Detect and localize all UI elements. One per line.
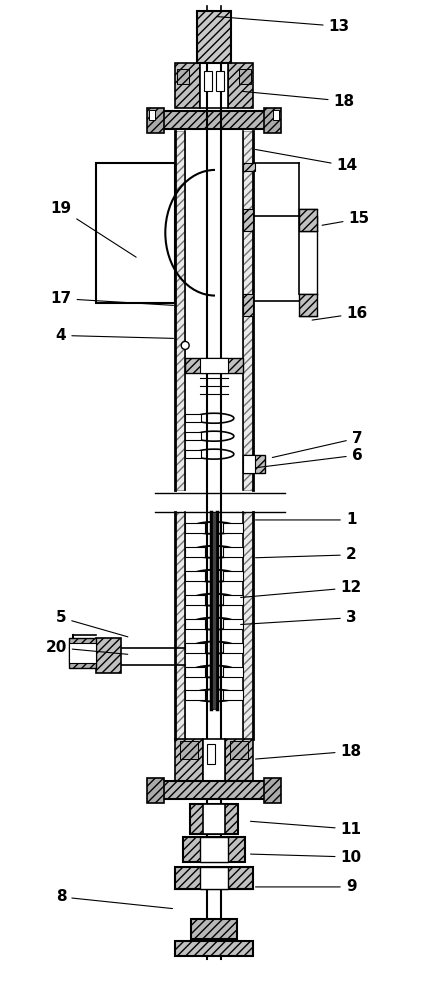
Text: 20: 20 — [45, 640, 128, 655]
Bar — [185, 450, 201, 458]
Text: 6: 6 — [256, 448, 363, 468]
Bar — [223, 690, 243, 700]
Bar — [223, 523, 243, 533]
Bar — [264, 108, 281, 133]
Bar — [243, 294, 253, 316]
Bar — [180, 741, 198, 759]
Text: 2: 2 — [256, 547, 357, 562]
Text: 1: 1 — [256, 512, 357, 527]
Bar — [175, 867, 253, 889]
Bar — [223, 619, 243, 629]
Bar — [149, 110, 155, 120]
Bar — [243, 163, 255, 171]
Bar — [228, 63, 253, 108]
Text: 4: 4 — [56, 328, 173, 343]
Bar — [223, 643, 243, 653]
Bar — [243, 209, 253, 231]
Bar — [216, 71, 224, 91]
Text: 12: 12 — [241, 580, 362, 597]
Bar — [96, 163, 175, 303]
Bar — [243, 455, 265, 473]
Bar — [185, 432, 201, 440]
Bar — [223, 595, 243, 605]
Text: 14: 14 — [256, 149, 358, 173]
Bar — [185, 414, 201, 422]
Bar — [223, 571, 243, 581]
Text: 17: 17 — [51, 291, 173, 306]
Bar — [163, 111, 265, 129]
Bar — [185, 619, 205, 629]
Bar — [273, 110, 279, 120]
Bar — [243, 512, 253, 739]
Bar — [185, 667, 205, 677]
Bar — [212, 512, 216, 709]
Circle shape — [181, 341, 189, 349]
Text: 3: 3 — [241, 610, 357, 625]
Bar — [225, 739, 253, 781]
Bar — [175, 739, 203, 781]
Bar — [223, 667, 243, 677]
Bar — [191, 919, 237, 939]
Bar — [300, 209, 317, 231]
Bar — [96, 638, 121, 673]
Bar — [239, 69, 251, 84]
Text: 13: 13 — [217, 17, 350, 34]
Text: 15: 15 — [322, 211, 370, 226]
Bar — [185, 358, 243, 373]
Text: 8: 8 — [56, 889, 172, 909]
Bar — [147, 778, 164, 803]
Text: 16: 16 — [312, 306, 368, 321]
Bar — [175, 63, 200, 108]
Bar — [203, 804, 225, 834]
Bar — [185, 643, 205, 653]
Bar — [197, 11, 231, 63]
Bar — [300, 294, 317, 316]
Bar — [243, 455, 255, 473]
Text: 5: 5 — [56, 610, 128, 637]
Bar — [185, 523, 205, 533]
Text: 19: 19 — [51, 201, 136, 257]
Bar — [204, 71, 212, 91]
Bar — [175, 512, 185, 739]
Bar — [185, 571, 205, 581]
Bar — [230, 741, 248, 759]
Bar — [200, 358, 228, 373]
Text: 11: 11 — [250, 821, 362, 837]
Bar — [207, 744, 215, 764]
Bar — [203, 739, 225, 781]
Bar — [185, 595, 205, 605]
Text: 18: 18 — [243, 91, 355, 109]
Text: 7: 7 — [272, 431, 363, 457]
Bar — [190, 804, 238, 834]
Bar — [185, 690, 205, 700]
Bar — [69, 643, 96, 663]
Text: 9: 9 — [256, 879, 357, 894]
Bar — [175, 941, 253, 956]
Bar — [264, 778, 281, 803]
Bar — [69, 638, 96, 668]
Bar — [175, 131, 185, 490]
Bar — [177, 69, 189, 84]
Text: 10: 10 — [250, 850, 362, 865]
Bar — [223, 547, 243, 557]
Text: 18: 18 — [256, 744, 362, 759]
Bar — [185, 547, 205, 557]
Bar — [163, 781, 265, 799]
Bar — [200, 837, 228, 862]
Bar — [200, 867, 228, 889]
Bar — [147, 108, 164, 133]
Bar — [183, 837, 245, 862]
Bar — [200, 63, 228, 108]
Bar — [243, 131, 253, 490]
